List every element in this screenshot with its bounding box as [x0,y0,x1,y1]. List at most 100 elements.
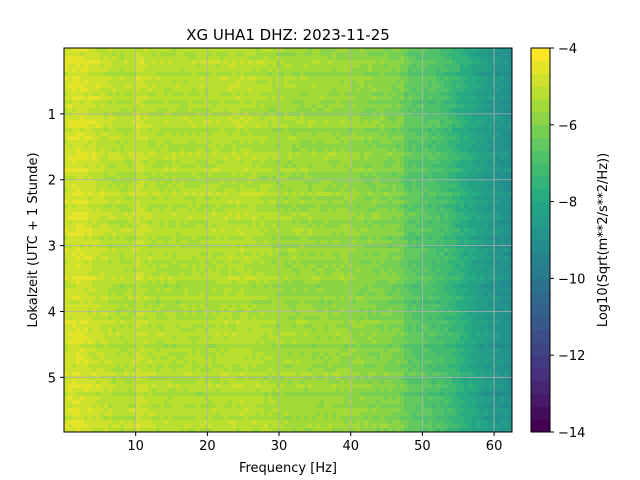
heatmap-cell [344,104,349,109]
heatmap-cell [212,196,217,201]
heatmap-cell [140,192,145,197]
heatmap-cell [344,212,349,217]
heatmap-cell [88,172,93,177]
heatmap-cell [176,200,181,205]
heatmap-cell [452,204,457,209]
heatmap-cell [76,100,81,105]
heatmap-cell [356,220,361,225]
heatmap-cell [164,208,169,213]
heatmap-cell [216,148,221,153]
heatmap-cell [360,120,365,125]
heatmap-cell [480,136,485,141]
heatmap-cell [272,168,277,173]
heatmap-cell [336,68,341,73]
heatmap-cell [440,116,445,121]
heatmap-cell [220,80,225,85]
heatmap-cell [484,104,489,109]
heatmap-cell [128,48,133,53]
heatmap-cell [256,84,261,89]
heatmap-cell [196,180,201,185]
heatmap-cell [404,104,409,109]
heatmap-cell [400,148,405,153]
heatmap-cell [300,152,305,157]
heatmap-cell [384,100,389,105]
heatmap-cell [348,60,353,65]
heatmap-cell [216,76,221,81]
heatmap-cell [368,140,373,145]
heatmap-cell [468,208,473,213]
heatmap-cell [124,64,129,69]
heatmap-cell [408,120,413,125]
heatmap-cell [164,136,169,141]
heatmap-cell [212,148,217,153]
heatmap-cell [440,68,445,73]
heatmap-cell [460,220,465,225]
heatmap-cell [228,92,233,97]
heatmap-cell [484,184,489,189]
heatmap-cell [120,60,125,65]
heatmap-cell [68,92,73,97]
heatmap-cell [144,152,149,157]
heatmap-cell [380,140,385,145]
heatmap-cell [200,100,205,105]
heatmap-cell [504,60,509,65]
heatmap-cell [416,120,421,125]
heatmap-cell [68,196,73,201]
heatmap-cell [380,96,385,101]
heatmap-cell [132,100,137,105]
heatmap-cell [148,52,153,57]
heatmap-cell [316,64,321,69]
heatmap-cell [68,120,73,125]
heatmap-cell [232,140,237,145]
heatmap-cell [468,176,473,181]
heatmap-cell [156,176,161,181]
heatmap-cell [312,60,317,65]
heatmap-cell [392,92,397,97]
heatmap-cell [224,116,229,121]
heatmap-cell [388,212,393,217]
heatmap-cell [504,72,509,77]
heatmap-cell [108,204,113,209]
heatmap-cell [504,124,509,129]
heatmap-cell [292,144,297,149]
heatmap-cell [288,224,293,229]
heatmap-cell [400,84,405,89]
heatmap-cell [196,48,201,53]
heatmap-cell [488,104,493,109]
heatmap-cell [416,144,421,149]
heatmap-cell [224,132,229,137]
heatmap-cell [268,76,273,81]
heatmap-cell [384,48,389,53]
heatmap-cell [300,144,305,149]
heatmap-cell [148,132,153,137]
heatmap-cell [468,172,473,177]
heatmap-cell [236,212,241,217]
heatmap-cell [280,200,285,205]
heatmap-cell [336,92,341,97]
heatmap-cell [284,136,289,141]
heatmap-cell [396,76,401,81]
heatmap-cell [160,188,165,193]
heatmap-cell [192,84,197,89]
heatmap-cell [116,96,121,101]
heatmap-cell [116,100,121,105]
heatmap-cell [428,60,433,65]
heatmap-cell [76,108,81,113]
heatmap-cell [292,160,297,165]
heatmap-cell [192,76,197,81]
heatmap-cell [408,136,413,141]
heatmap-cell [344,168,349,173]
heatmap-cell [364,104,369,109]
heatmap-cell [216,188,221,193]
heatmap-cell [76,52,81,57]
heatmap-cell [232,180,237,185]
heatmap-cell [304,116,309,121]
heatmap-cell [84,48,89,53]
heatmap-cell [64,160,69,165]
heatmap-cell [120,180,125,185]
heatmap-cell [108,188,113,193]
heatmap-cell [320,84,325,89]
heatmap-cell [360,72,365,77]
heatmap-cell [436,128,441,133]
heatmap-cell [452,172,457,177]
